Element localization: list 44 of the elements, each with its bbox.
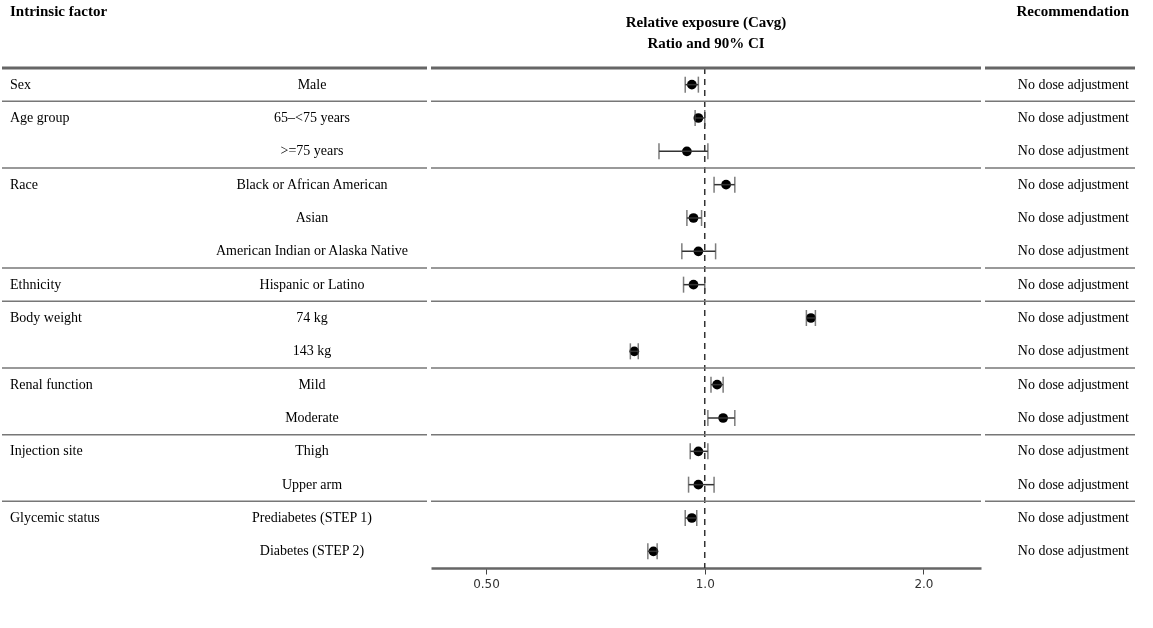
y2-tick-label: No dose adjustment bbox=[1017, 210, 1130, 225]
category-label: Ethnicity bbox=[10, 276, 62, 292]
y-tick-label: 143 kg bbox=[292, 343, 332, 359]
y-tick-label: Thigh bbox=[295, 443, 329, 459]
y-tick-label: Black or African American bbox=[236, 176, 388, 192]
category-label: Renal function bbox=[10, 376, 93, 392]
y2-tick-label: No dose adjustment bbox=[1017, 410, 1130, 425]
y2-tick-label: No dose adjustment bbox=[1017, 510, 1130, 525]
y-tick-label: Moderate bbox=[285, 410, 339, 425]
y2-tick-label: No dose adjustment bbox=[1017, 376, 1130, 392]
y2-tick-label: No dose adjustment bbox=[1017, 543, 1130, 559]
y-tick-label: Prediabetes (STEP 1) bbox=[251, 510, 373, 526]
y-tick-label: American Indian or Alaska Native bbox=[215, 243, 409, 259]
y2-tick-label: No dose adjustment bbox=[1017, 176, 1130, 192]
y2-tick-label: No dose adjustment bbox=[1017, 276, 1130, 292]
y2-tick-label: No dose adjustment bbox=[1017, 343, 1130, 359]
y2-tick-label: No dose adjustment bbox=[1017, 443, 1130, 459]
x-axis-title: Relative exposure (Cavg) Ratio and 90% CI bbox=[625, 14, 787, 51]
y-tick-label: Mild bbox=[298, 376, 326, 392]
x-tick-label: 2.0 bbox=[914, 576, 934, 591]
y2-tick-label: No dose adjustment bbox=[1017, 143, 1130, 159]
y-tick-label: >=75 years bbox=[280, 143, 344, 159]
y2-tick-label: No dose adjustment bbox=[1017, 76, 1130, 92]
y2-tick-label: No dose adjustment bbox=[1017, 310, 1130, 325]
text: Intrinsic factor bbox=[10, 3, 108, 19]
x-tick-label: 0.50 bbox=[473, 576, 500, 591]
text: Recommendation bbox=[1016, 3, 1130, 19]
category-label: Body weight bbox=[10, 310, 82, 325]
category-label: Sex bbox=[10, 76, 31, 92]
y-tick-label: 74 kg bbox=[296, 310, 328, 325]
y-tick-label: Diabetes (STEP 2) bbox=[259, 543, 365, 560]
y2-tick-label: No dose adjustment bbox=[1017, 243, 1130, 259]
y-tick-label: Asian bbox=[295, 210, 329, 225]
y-tick-label: Upper arm bbox=[281, 476, 343, 492]
category-label: Race bbox=[10, 176, 38, 192]
category-label: Injection site bbox=[10, 443, 83, 459]
y-tick-label: Hispanic or Latino bbox=[259, 276, 365, 292]
y2-tick-label: No dose adjustment bbox=[1017, 476, 1130, 492]
y-tick-label: Male bbox=[297, 76, 327, 92]
x-tick-label: 1.0 bbox=[695, 576, 715, 591]
category-label: Glycemic status bbox=[10, 510, 100, 525]
category-label: Age group bbox=[10, 110, 70, 125]
y-tick-label: 65–<75 years bbox=[274, 110, 350, 125]
y2-tick-label: No dose adjustment bbox=[1017, 110, 1130, 125]
